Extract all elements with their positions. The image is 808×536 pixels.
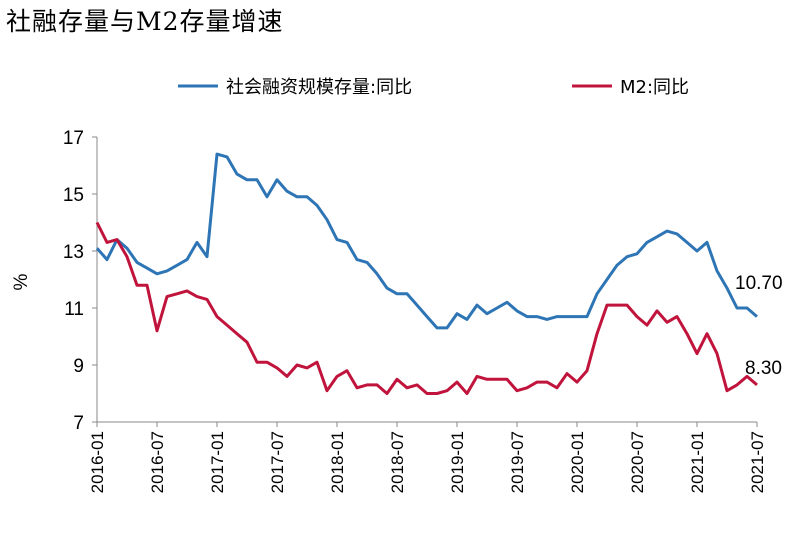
- x-tick-label: 2021-01: [688, 431, 707, 493]
- x-tick-label: 2019-01: [448, 431, 467, 493]
- x-tick-label: 2016-07: [148, 431, 167, 493]
- x-axis: 2016-01 2016-07 2017-01 2017-07 2018-01 2018-…: [88, 422, 767, 493]
- legend-label-m2: M2:同比: [620, 77, 689, 98]
- series-layer: [95, 152, 758, 395]
- x-tick-label: 2018-01: [328, 431, 347, 493]
- series-line-social-financing: [95, 152, 758, 330]
- y-tick-label: 17: [63, 128, 84, 149]
- legend: 社会融资规模存量:同比 M2:同比: [178, 77, 689, 98]
- series-line-m2: [95, 221, 758, 395]
- x-tick-label: 2017-01: [208, 431, 227, 493]
- x-tick-label: 2016-01: [88, 431, 107, 493]
- x-tick-label: 2020-07: [628, 431, 647, 493]
- chart-title: 社融存量与M2存量增速: [6, 7, 284, 36]
- y-tick-label: 7: [73, 413, 84, 434]
- y-axis-label: %: [11, 273, 32, 290]
- axes: [96, 137, 757, 423]
- x-tick-label: 2020-01: [568, 431, 587, 493]
- end-label-social-financing: 10.70: [735, 273, 783, 294]
- end-label-m2: 8.30: [745, 358, 782, 379]
- x-tick-label: 2021-07: [748, 431, 767, 493]
- x-tick-label: 2019-07: [508, 431, 527, 493]
- y-tick-label: 15: [63, 185, 84, 206]
- x-tick-label: 2017-07: [268, 431, 287, 493]
- y-axis: 7 9 11 13 15 17: [63, 128, 97, 434]
- y-tick-label: 13: [63, 242, 84, 263]
- y-tick-label: 11: [64, 299, 84, 320]
- legend-label-social-financing: 社会融资规模存量:同比: [226, 77, 412, 98]
- x-tick-label: 2018-07: [388, 431, 407, 493]
- y-tick-label: 9: [73, 356, 84, 377]
